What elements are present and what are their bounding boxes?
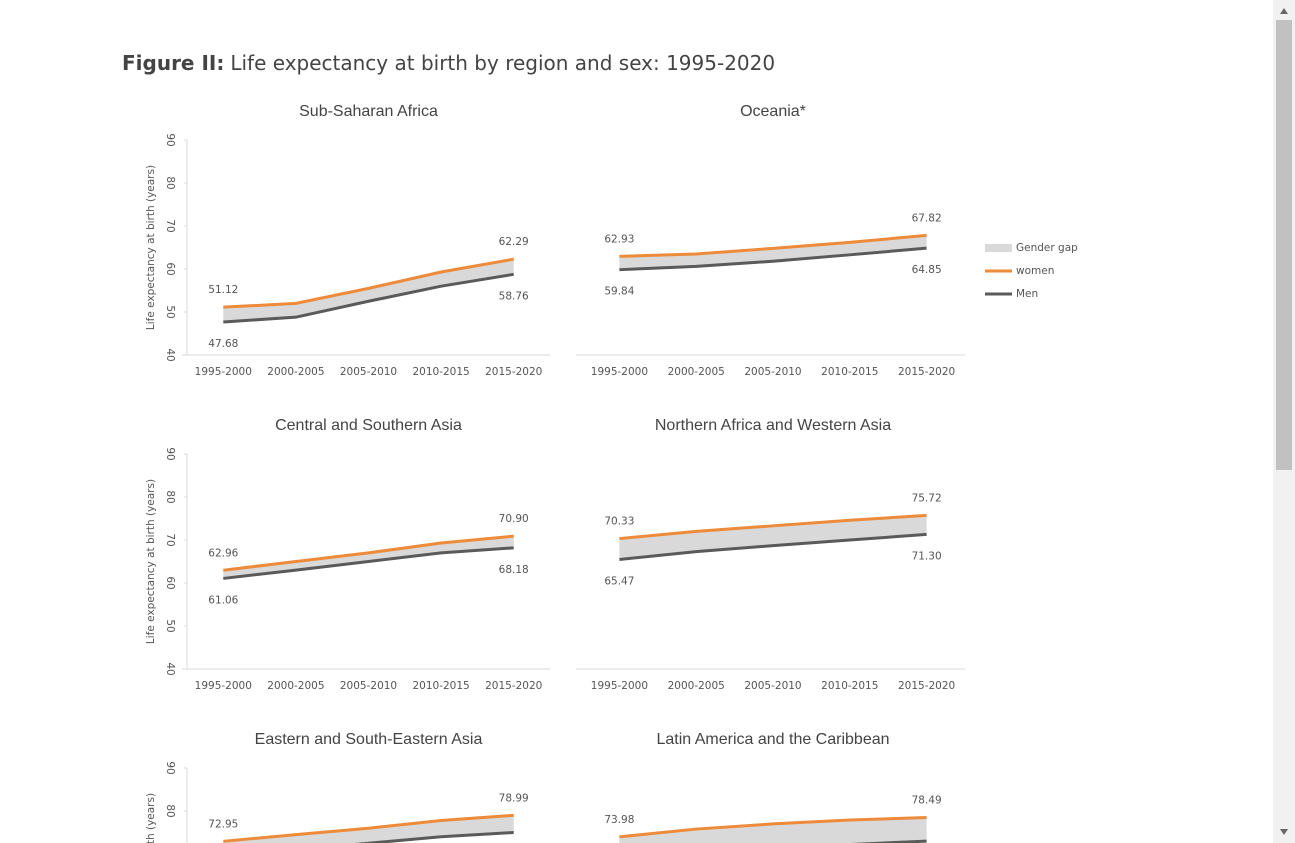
x-tick-label: 2000-2005 — [267, 680, 324, 692]
y-tick-label: 40 — [164, 348, 176, 361]
x-tick-label: 2005-2010 — [340, 680, 397, 692]
y-tick-label: 60 — [164, 262, 176, 275]
legend-label: women — [1016, 265, 1054, 277]
data-label: 61.06 — [208, 594, 238, 606]
x-tick-label: 2005-2010 — [744, 366, 801, 378]
data-label: 70.33 — [604, 516, 634, 528]
data-label: 64.85 — [912, 264, 942, 276]
y-tick-label: 90 — [164, 761, 176, 774]
x-tick-label: 2010-2015 — [412, 366, 469, 378]
gender-gap-area — [223, 259, 514, 322]
chart-title: Sub-Saharan Africa — [299, 103, 438, 120]
x-tick-label: 2005-2010 — [744, 680, 801, 692]
men-line — [223, 272, 514, 324]
y-axis-title: Life expectancy at birth (years) — [145, 165, 157, 330]
x-tick-label: 2015-2020 — [898, 366, 955, 378]
data-label: 58.76 — [499, 290, 529, 302]
women-line — [619, 233, 927, 258]
data-label: 70.90 — [499, 513, 529, 525]
figure-text: Life expectancy at birth by region and s… — [230, 51, 775, 75]
x-tick-label: 1995-2000 — [195, 680, 252, 692]
scroll-up[interactable] — [1280, 8, 1288, 14]
x-tick-label: 2015-2020 — [485, 680, 542, 692]
y-tick-label: 60 — [164, 576, 176, 589]
figure-label: Figure II: — [122, 51, 224, 75]
y-tick-label: 90 — [164, 133, 176, 146]
men-line — [619, 532, 927, 561]
y-tick-label: 70 — [164, 219, 176, 232]
scroll-down[interactable] — [1280, 829, 1288, 835]
y-axis-title: Life expectancy at birth (years) — [145, 793, 157, 843]
data-label: 78.49 — [912, 794, 942, 806]
x-tick-label: 1995-2000 — [591, 680, 648, 692]
data-label: 67.82 — [912, 212, 942, 224]
chart-title: Oceania* — [740, 103, 806, 120]
data-label: 73.98 — [604, 814, 634, 826]
x-tick-label: 2015-2020 — [898, 680, 955, 692]
data-label: 59.84 — [604, 286, 634, 298]
women-line — [223, 534, 514, 572]
data-label: 62.96 — [208, 547, 238, 559]
x-tick-label: 2000-2005 — [267, 366, 324, 378]
data-label: 62.93 — [604, 233, 634, 245]
women-line — [619, 513, 927, 541]
data-label: 71.30 — [912, 550, 942, 562]
gender-gap-area — [223, 536, 514, 579]
y-tick-label: 50 — [164, 305, 176, 318]
x-tick-label: 2010-2015 — [821, 680, 878, 692]
legend-label: Gender gap — [1016, 242, 1078, 254]
x-tick-label: 2000-2005 — [668, 680, 725, 692]
chart-title: Eastern and South-Eastern Asia — [255, 731, 483, 748]
men-line — [223, 546, 514, 580]
figure-title: Figure II: Life expectancy at birth by re… — [122, 51, 775, 75]
data-label: 65.47 — [604, 575, 634, 587]
y-tick-label: 40 — [164, 662, 176, 675]
data-label: 78.99 — [499, 792, 529, 804]
data-label: 62.29 — [499, 236, 529, 248]
data-label: 72.95 — [208, 818, 238, 830]
y-axis-title: Life expectancy at birth (years) — [145, 479, 157, 644]
legend-label: Men — [1016, 288, 1038, 300]
x-tick-label: 2015-2020 — [485, 366, 542, 378]
chart-title: Central and Southern Asia — [275, 417, 462, 434]
x-tick-label: 2000-2005 — [668, 366, 725, 378]
scrollbar-thumb[interactable] — [1276, 20, 1292, 470]
x-tick-label: 2005-2010 — [340, 366, 397, 378]
men-line — [619, 246, 927, 272]
x-tick-label: 1995-2000 — [195, 366, 252, 378]
gender-gap-area — [619, 235, 927, 270]
data-label: 51.12 — [208, 284, 238, 296]
data-label: 75.72 — [912, 492, 942, 504]
x-tick-label: 2010-2015 — [412, 680, 469, 692]
y-tick-label: 80 — [164, 804, 176, 817]
data-label: 68.18 — [499, 564, 529, 576]
y-tick-label: 70 — [164, 533, 176, 546]
men-line — [354, 831, 514, 843]
chart-title: Latin America and the Caribbean — [656, 731, 889, 748]
y-tick-label: 90 — [164, 447, 176, 460]
women-line — [223, 813, 514, 843]
gender-gap-area — [619, 515, 927, 560]
x-tick-label: 2010-2015 — [821, 366, 878, 378]
x-tick-label: 1995-2000 — [591, 366, 648, 378]
y-tick-label: 80 — [164, 176, 176, 189]
legend-swatch — [985, 244, 1012, 252]
y-tick-label: 80 — [164, 490, 176, 503]
y-tick-label: 50 — [164, 619, 176, 632]
data-label: 47.68 — [208, 338, 238, 350]
chart-title: Northern Africa and Western Asia — [655, 417, 891, 434]
women-line — [223, 257, 514, 309]
gender-gap-area — [619, 817, 927, 843]
women-line — [619, 815, 927, 839]
